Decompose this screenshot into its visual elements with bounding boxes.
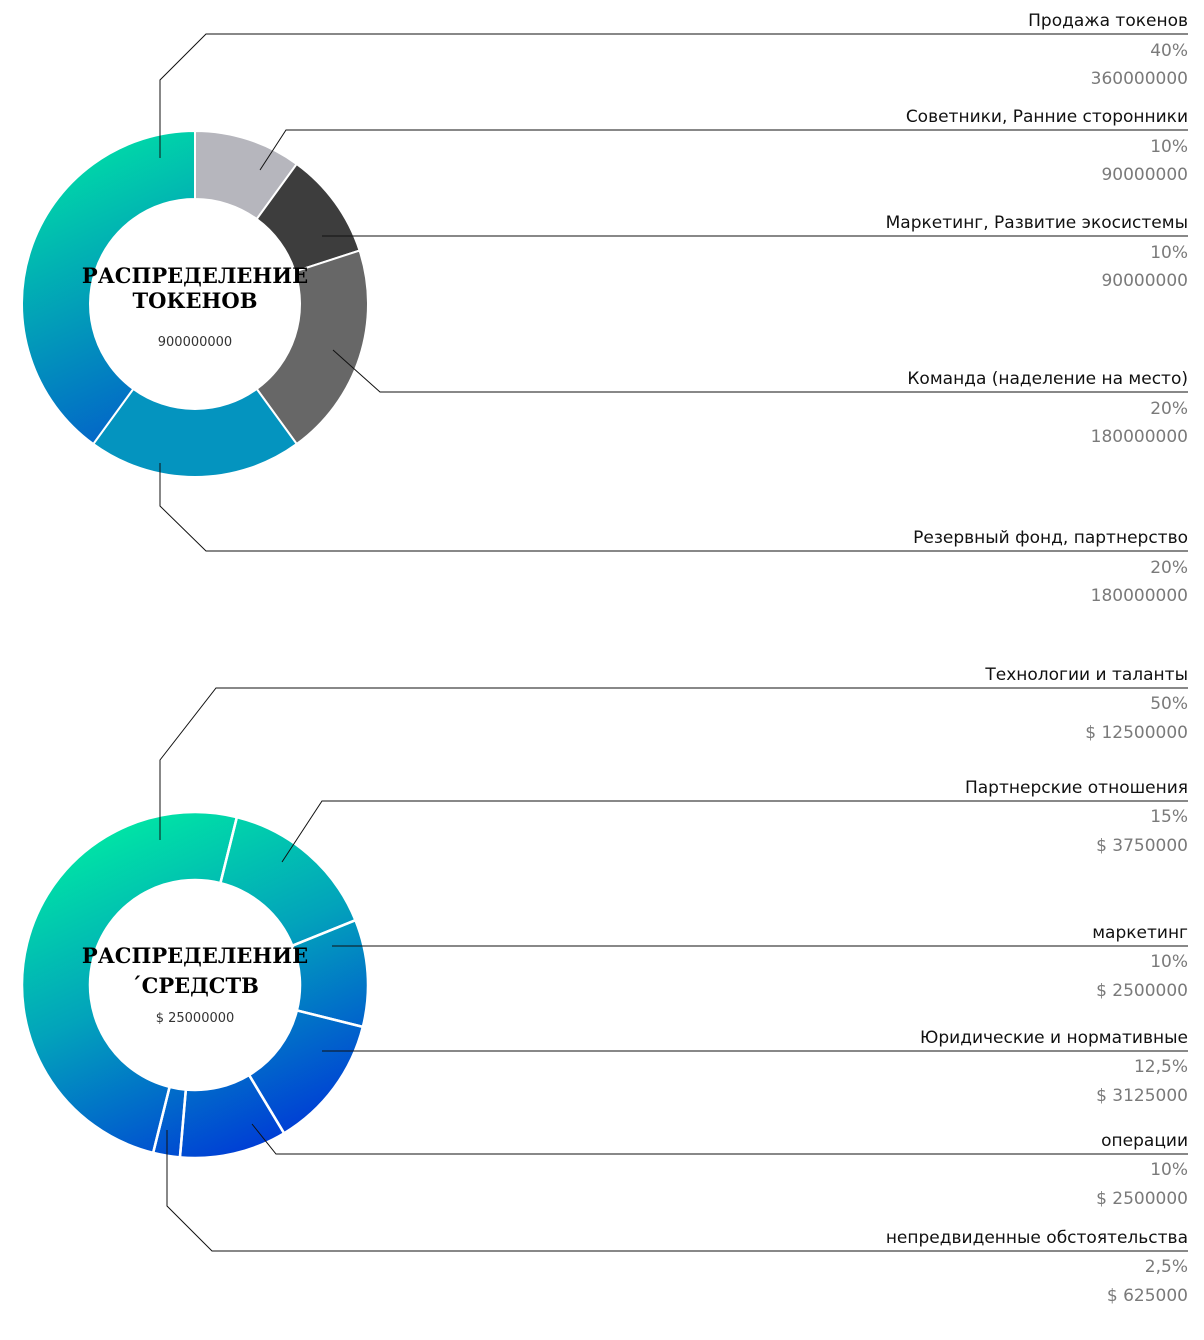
leader-line bbox=[259, 129, 1188, 171]
donut-hole bbox=[91, 881, 299, 1089]
slice-label-percent: 10% bbox=[1150, 952, 1188, 972]
slice-label-amount: $ 12500000 bbox=[1085, 723, 1188, 743]
slice-label-amount: 180000000 bbox=[1091, 586, 1188, 606]
center-total: 900000000 bbox=[158, 335, 232, 350]
center-title-line: ´СРЕДСТВ bbox=[131, 973, 259, 998]
slice-label-percent: 40% bbox=[1150, 41, 1188, 61]
funds-distribution-chart: РАСПРЕДЕЛЕНИЕ ´СРЕДСТВ $ 25000000 Технологи… bbox=[21, 665, 1188, 1306]
slice-label-amount: 180000000 bbox=[1091, 427, 1188, 447]
slice-label-name: непредвиденные обстоятельства bbox=[886, 1228, 1188, 1248]
leader-line bbox=[159, 687, 1188, 840]
center-title-line: РАСПРЕДЕЛЕНИЕ bbox=[82, 943, 308, 968]
slice-label-name: Резервный фонд, партнерство bbox=[913, 528, 1188, 548]
slice-label-amount: 360000000 bbox=[1091, 69, 1188, 89]
slice-label-name: Команда (наделение на место) bbox=[907, 369, 1188, 389]
slice-label-name: Технологии и таланты bbox=[984, 665, 1188, 685]
ring-fill bbox=[22, 812, 369, 1158]
slice-label-amount: 90000000 bbox=[1101, 165, 1188, 185]
slice-label-percent: 2,5% bbox=[1145, 1257, 1188, 1277]
slice-0 bbox=[21, 810, 239, 1155]
leader-line bbox=[166, 1130, 1188, 1252]
slice-label-name: маркетинг bbox=[1092, 923, 1188, 943]
slice-label-name: Маркетинг, Развитие экосистемы bbox=[886, 213, 1188, 233]
slice-label-percent: 50% bbox=[1150, 694, 1188, 714]
center-title-line: ТОКЕНОВ bbox=[133, 288, 258, 313]
slice-label-name: Партнерские отношения bbox=[965, 778, 1188, 798]
slice-label-amount: $ 3125000 bbox=[1096, 1086, 1188, 1106]
slice-label-name: Продажа токенов bbox=[1028, 11, 1188, 31]
donut-hole bbox=[91, 200, 299, 408]
slice-label-percent: 20% bbox=[1150, 399, 1188, 419]
slice-label-name: операции bbox=[1101, 1131, 1188, 1151]
slice-label-amount: $ 625000 bbox=[1107, 1286, 1188, 1306]
slice-0 bbox=[21, 129, 196, 446]
leader-line bbox=[281, 800, 1188, 863]
slice-label-amount: $ 3750000 bbox=[1096, 836, 1188, 856]
slice-label-percent: 20% bbox=[1150, 558, 1188, 578]
slice-label-percent: 15% bbox=[1150, 807, 1188, 827]
leader-line bbox=[251, 1123, 1188, 1155]
slice-label-percent: 10% bbox=[1150, 243, 1188, 263]
slice-label-name: Юридические и нормативные bbox=[920, 1028, 1188, 1048]
slice-label-amount: $ 2500000 bbox=[1096, 1189, 1188, 1209]
slice-label-percent: 12,5% bbox=[1134, 1057, 1188, 1077]
slice-label-name: Советники, Ранние сторонники bbox=[906, 107, 1188, 127]
center-title-line: РАСПРЕДЕЛЕНИЕ bbox=[82, 263, 308, 288]
leader-line bbox=[159, 33, 1188, 158]
leader-line bbox=[159, 463, 1188, 552]
slice-label-percent: 10% bbox=[1150, 137, 1188, 157]
slice-label-amount: 90000000 bbox=[1101, 271, 1188, 291]
center-total: $ 25000000 bbox=[156, 1011, 235, 1026]
slice-label-amount: $ 2500000 bbox=[1096, 981, 1188, 1001]
slice-label-percent: 10% bbox=[1150, 1160, 1188, 1180]
leader-line bbox=[332, 349, 1188, 393]
